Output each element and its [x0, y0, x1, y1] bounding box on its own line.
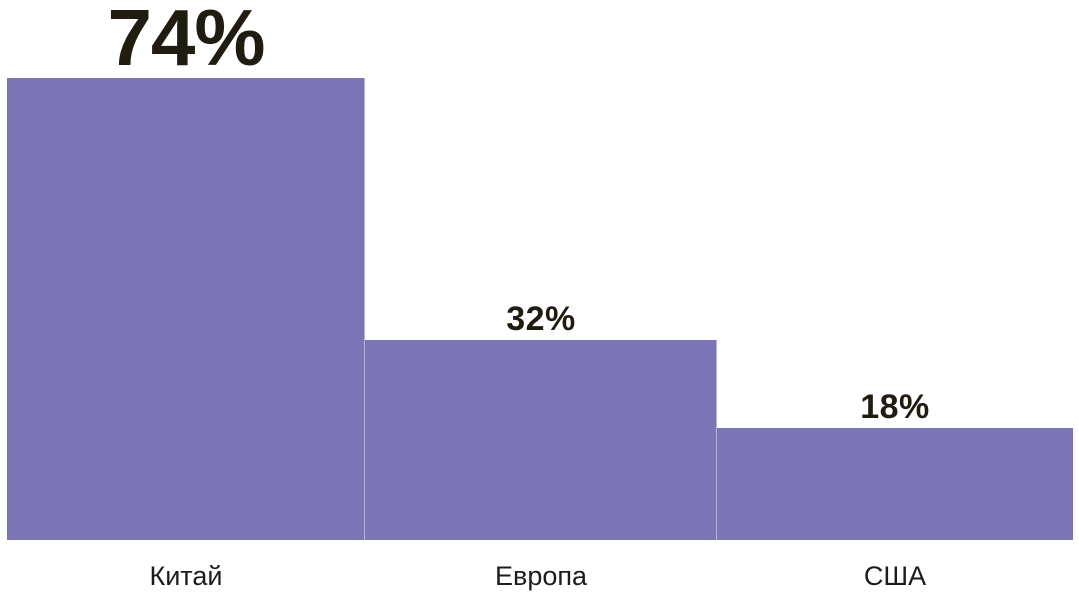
bar-category-label: Китай — [149, 561, 223, 591]
bar-category-label: Европа — [494, 561, 588, 591]
bar-value-label: 74% — [107, 0, 265, 82]
bar — [7, 78, 365, 540]
bar-value-label: 32% — [506, 300, 576, 338]
bar — [365, 340, 717, 540]
bar-category-label: США — [863, 561, 927, 591]
bar-value-label: 18% — [860, 388, 930, 426]
bar — [717, 428, 1073, 540]
